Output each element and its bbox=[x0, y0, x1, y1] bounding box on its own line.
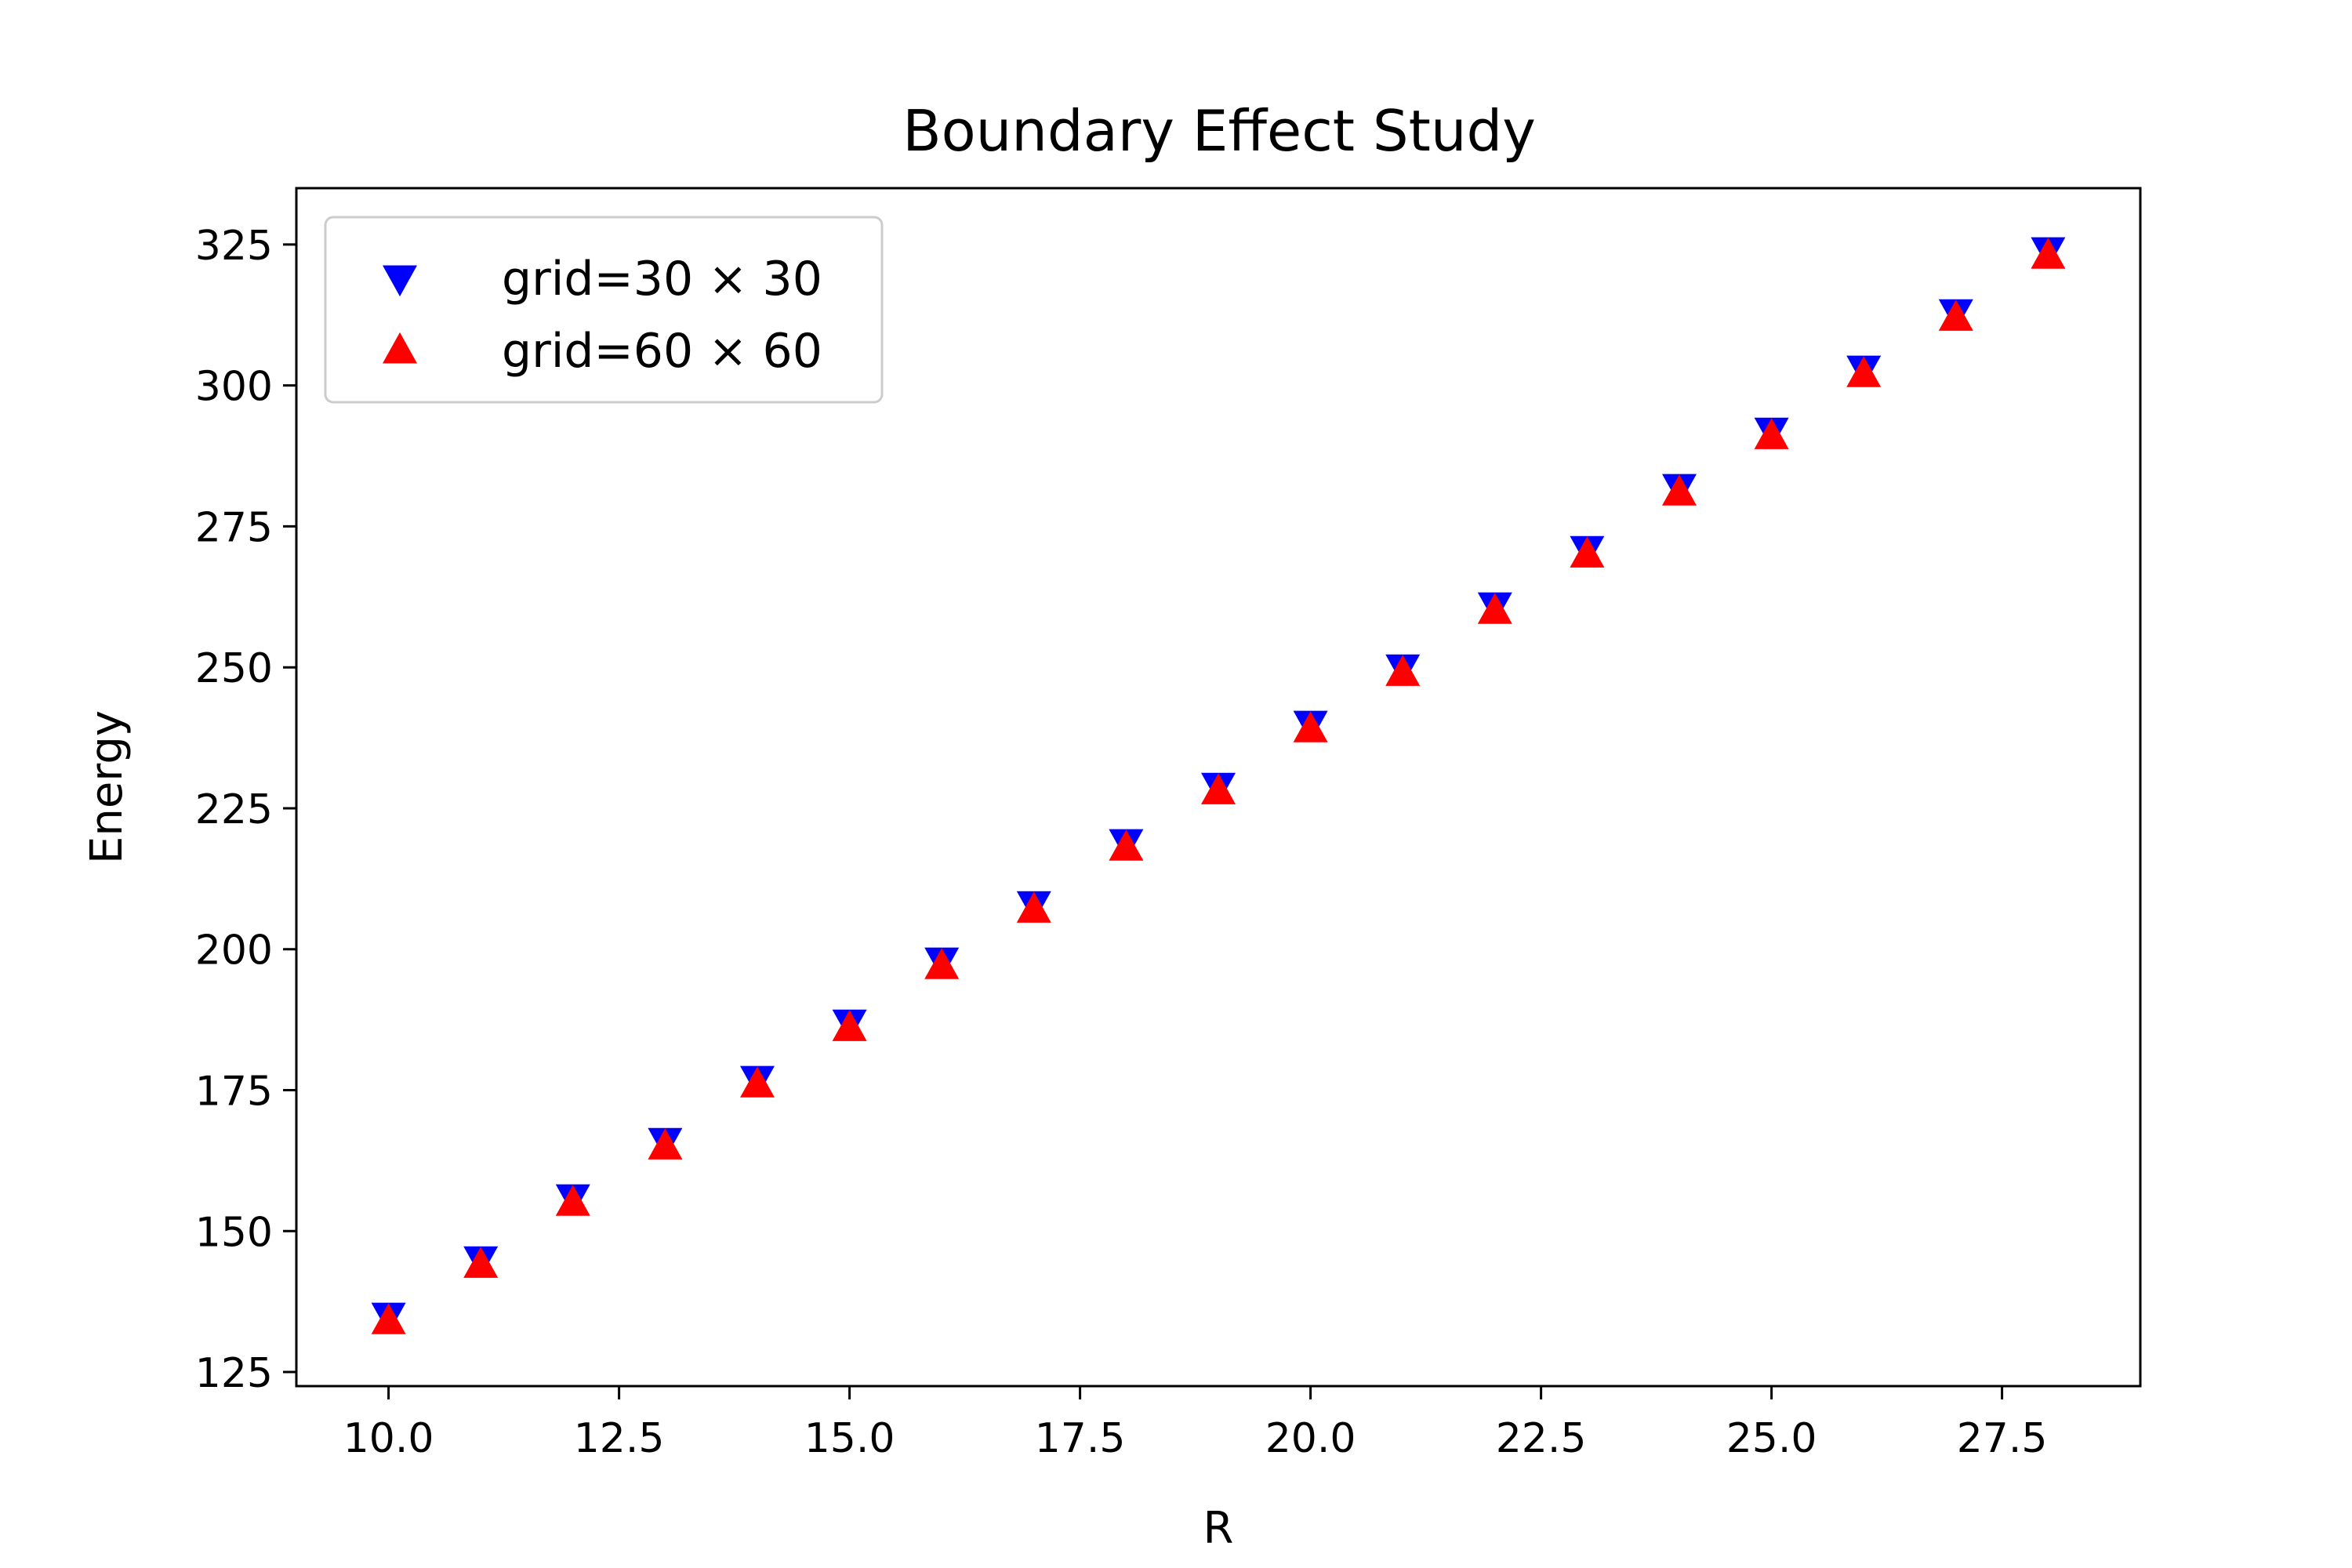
y-tick-label: 200 bbox=[195, 927, 273, 975]
x-tick-label: 27.5 bbox=[1957, 1415, 2048, 1462]
x-axis-label: R bbox=[1203, 1503, 1234, 1554]
x-axis: 10.0 12.5 15.0 17.5 20.0 22.5 25.0 27.5 bbox=[343, 1386, 2048, 1462]
legend-label-2: grid=60 × 60 bbox=[502, 324, 822, 379]
x-tick-label: 20.0 bbox=[1265, 1415, 1356, 1462]
data-point bbox=[1477, 593, 1512, 624]
x-tick-label: 12.5 bbox=[574, 1415, 665, 1462]
chart-title: Boundary Effect Study bbox=[902, 98, 1536, 164]
data-point bbox=[1109, 829, 1144, 861]
series-2 bbox=[371, 238, 2066, 1334]
legend-box bbox=[324, 216, 884, 404]
data-markers bbox=[371, 237, 2066, 1334]
data-point bbox=[1662, 474, 1697, 506]
y-tick-label: 125 bbox=[195, 1350, 273, 1397]
data-point bbox=[832, 1010, 867, 1041]
data-point bbox=[1016, 891, 1051, 923]
data-point bbox=[1293, 711, 1328, 742]
x-tick-label: 25.0 bbox=[1726, 1415, 1817, 1462]
data-point bbox=[371, 1303, 406, 1334]
x-tick-label: 17.5 bbox=[1035, 1415, 1126, 1462]
legend-label-1: grid=30 × 30 bbox=[502, 252, 822, 307]
data-point bbox=[1385, 655, 1421, 686]
data-point bbox=[1201, 773, 1236, 804]
x-tick-label: 10.0 bbox=[343, 1415, 434, 1462]
legend: grid=30 × 30 grid=60 × 60 bbox=[324, 216, 884, 404]
data-point bbox=[648, 1128, 683, 1160]
data-point bbox=[463, 1247, 499, 1278]
y-tick-label: 325 bbox=[195, 223, 273, 270]
data-point bbox=[1754, 418, 1789, 449]
data-point bbox=[1570, 536, 1605, 568]
data-point bbox=[740, 1066, 775, 1098]
data-point bbox=[2031, 238, 2066, 269]
y-tick-label: 225 bbox=[195, 786, 273, 833]
data-point bbox=[924, 948, 960, 979]
x-tick-label: 22.5 bbox=[1496, 1415, 1587, 1462]
y-axis: 125 150 175 200 225 250 275 300 325 bbox=[195, 223, 296, 1397]
data-point bbox=[1846, 356, 1882, 387]
y-tick-label: 300 bbox=[195, 364, 273, 411]
legend-marker-1 bbox=[383, 265, 417, 297]
y-axis-label: Energy bbox=[82, 710, 132, 864]
y-tick-label: 150 bbox=[195, 1209, 273, 1256]
y-tick-label: 275 bbox=[195, 504, 273, 551]
data-point bbox=[555, 1185, 590, 1216]
y-tick-label: 175 bbox=[195, 1068, 273, 1115]
legend-marker-2 bbox=[383, 332, 417, 364]
x-tick-label: 15.0 bbox=[804, 1415, 895, 1462]
y-tick-label: 250 bbox=[195, 645, 273, 692]
data-point bbox=[1938, 299, 1973, 331]
